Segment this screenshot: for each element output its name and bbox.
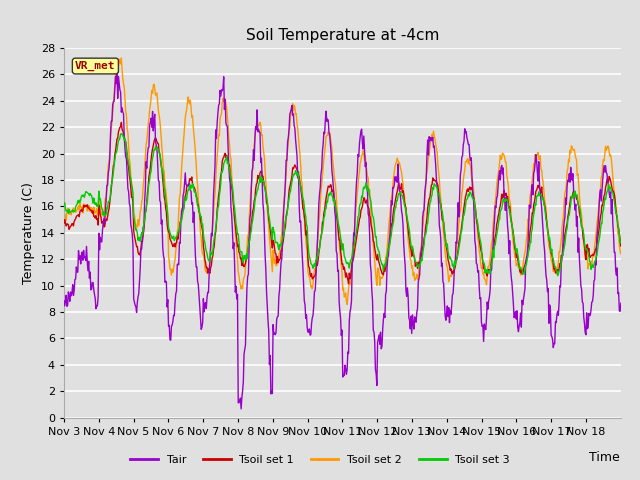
Title: Soil Temperature at -4cm: Soil Temperature at -4cm xyxy=(246,28,439,43)
Text: VR_met: VR_met xyxy=(75,61,116,71)
Y-axis label: Temperature (C): Temperature (C) xyxy=(22,182,35,284)
Legend: Tair, Tsoil set 1, Tsoil set 2, Tsoil set 3: Tair, Tsoil set 1, Tsoil set 2, Tsoil se… xyxy=(125,451,515,469)
X-axis label: Time: Time xyxy=(589,451,620,464)
